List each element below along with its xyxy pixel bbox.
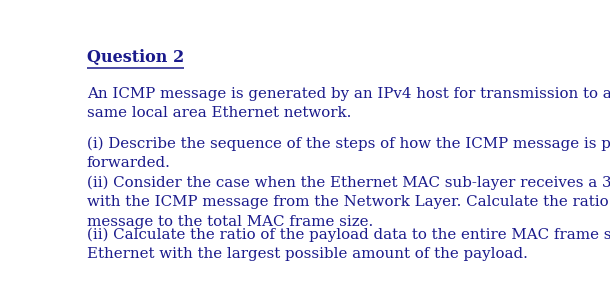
Text: An ICMP message is generated by an IPv4 host for transmission to another host in: An ICMP message is generated by an IPv4 … (87, 87, 610, 120)
Text: (ii) Calculate the ratio of the payload data to the entire MAC frame size in a c: (ii) Calculate the ratio of the payload … (87, 227, 610, 261)
Text: Question 2: Question 2 (87, 49, 184, 66)
Text: (i) Describe the sequence of the steps of how the ICMP message is prepared and
f: (i) Describe the sequence of the steps o… (87, 137, 610, 170)
Text: (ii) Consider the case when the Ethernet MAC sub-layer receives a 36-byte packet: (ii) Consider the case when the Ethernet… (87, 175, 610, 229)
